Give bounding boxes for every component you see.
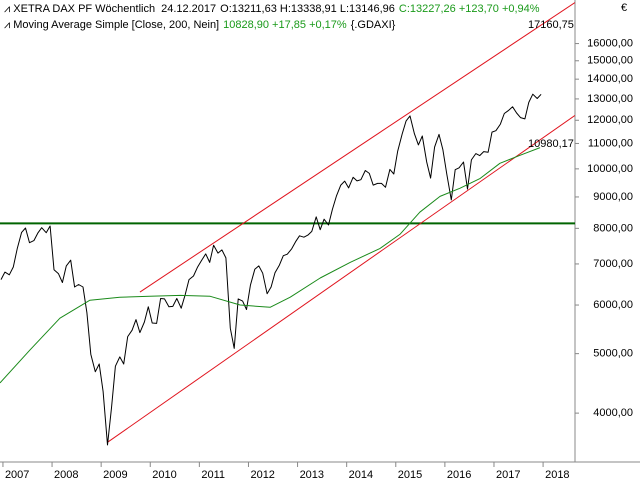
channel-line [107,115,575,443]
x-tick-label: 2010 [152,469,176,480]
legend-name: Moving Average Simple [Close, 200, Nein] [13,19,219,31]
y-tick-label: 7000,00 [593,258,633,270]
y-tick-label: 5000,00 [593,348,633,360]
series-line [0,93,542,446]
x-tick-label: 2012 [250,469,274,480]
annotation: 17160,75 [528,19,574,31]
currency: € [621,2,627,14]
legend-icon: ⩘ [4,19,13,31]
x-tick-label: 2008 [54,469,78,480]
legend-date: 24.12.2017 [161,3,216,15]
x-tick-label: 2011 [201,469,225,480]
x-tick-label: 2017 [496,469,520,480]
y-tick-label: 9000,00 [593,191,633,203]
legend-change: 10828,90 +17,85 +0,17% [223,19,347,31]
x-tick-label: 2015 [398,469,422,480]
y-tick-label: 6000,00 [593,299,633,311]
y-tick-label: 11000,00 [588,137,633,149]
y-tick-label: 15000,00 [587,55,633,67]
legend-icon: ⩘ [4,3,13,15]
annotation: 10980,17 [528,138,574,150]
x-tick-label: 2009 [103,469,127,480]
y-tick-label: 8000,00 [593,222,633,234]
x-tick-label: 2014 [349,469,373,480]
plot-area [0,2,575,446]
legend-name: XETRA DAX PF Wöchentlich [13,3,155,15]
x-tick-label: 2013 [300,469,324,480]
series-line [0,147,541,384]
y-tick-label: 13000,00 [587,93,633,105]
y-tick-label: 14000,00 [587,73,633,85]
y-tick-label: 10000,00 [587,163,633,175]
x-tick-label: 2018 [545,469,569,480]
y-tick-label: 4000,00 [593,407,633,419]
legend-line-2: ⩘ Moving Average Simple [Close, 200, Nei… [4,19,396,31]
x-tick-label: 2007 [5,469,29,480]
channel-line [139,2,575,293]
x-tick-label: 2016 [447,469,471,480]
legend-ohlc: O:13211,63 H:13338,91 L:13146,96 [220,3,395,15]
y-tick-label: 16000,00 [587,37,633,49]
y-tick-label: 12000,00 [587,114,633,126]
legend-change: C:13227,26 +123,70 +0,94% [399,3,540,15]
legend-symbol: {.GDAXI} [351,19,396,31]
legend-line-1: ⩘ XETRA DAX PF Wöchentlich 24.12.2017 O:13… [4,3,540,15]
